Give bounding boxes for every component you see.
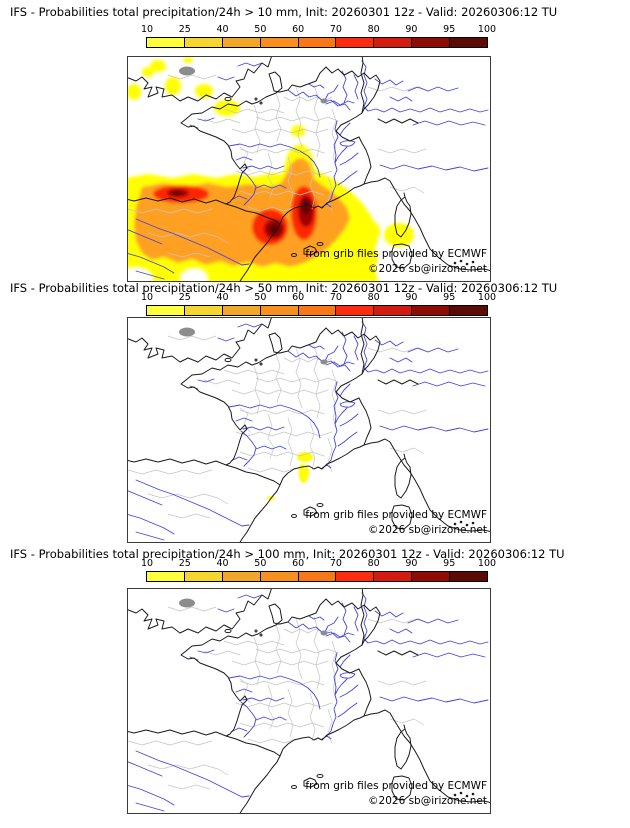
colorbar-segment [259,38,298,47]
colorbar-segment [335,572,374,581]
colorbar: 10 25 40 50 60 70 80 90 95 100 [141,24,496,48]
colorbar-segment [147,38,184,47]
colorbar-segment [221,38,260,47]
colorbar-segment [411,38,450,47]
colorbar-tick: 95 [443,24,456,35]
colorbar-tick: 10 [140,558,154,569]
colorbar-segment [183,306,222,315]
colorbar-scale [146,37,488,48]
colorbar-tick: 60 [292,292,305,303]
colorbar-tick: 25 [178,292,191,303]
colorbar-tick: 100 [477,292,497,303]
colorbar-segment [183,38,222,47]
colorbar-tick: 70 [329,292,342,303]
panel-title-100mm: IFS - Probabilities total precipitation/… [10,547,565,561]
colorbar-scale [146,305,488,316]
colorbar-segment [335,306,374,315]
colorbar-tick: 25 [178,558,191,569]
colorbar-tick: 60 [292,24,305,35]
attribution-source: from grib files provided by ECMWF [305,779,487,792]
attribution-source: from grib files provided by ECMWF [305,247,487,260]
colorbar-segment [183,572,222,581]
colorbar-tick: 80 [367,24,380,35]
colorbar-tick: 25 [178,24,191,35]
colorbar-tick: 70 [329,558,342,569]
colorbar-segment [259,572,298,581]
attribution-copyright: ©2026 sb@irizone.net [368,795,487,808]
colorbar-scale [146,571,488,582]
colorbar-segment [297,306,336,315]
colorbar-segment [297,38,336,47]
colorbar-segment [297,572,336,581]
map-france-10mm: from grib files provided by ECMWF ©2026 … [127,56,491,282]
colorbar-tick: 80 [367,292,380,303]
colorbar: 10 25 40 50 60 70 80 90 95 100 [141,558,496,582]
colorbar-tick: 100 [477,24,497,35]
colorbar-tick: 50 [254,24,267,35]
attribution-copyright: ©2026 sb@irizone.net [368,524,487,537]
colorbar-segment [449,572,488,581]
panel-title-10mm: IFS - Probabilities total precipitation/… [10,5,558,19]
colorbar-tick: 50 [254,558,267,569]
colorbar-segment [373,306,412,315]
colorbar-tick: 90 [405,558,418,569]
colorbar-tick-labels: 10 25 40 50 60 70 80 90 95 100 [141,558,496,570]
colorbar-segment [411,572,450,581]
colorbar-segment [147,306,184,315]
colorbar-tick: 40 [216,292,229,303]
attribution-source: from grib files provided by ECMWF [305,508,487,521]
colorbar-segment [221,306,260,315]
colorbar-tick: 80 [367,558,380,569]
colorbar-tick: 50 [254,292,267,303]
colorbar: 10 25 40 50 60 70 80 90 95 100 [141,292,496,316]
colorbar-tick: 60 [292,558,305,569]
colorbar-tick: 10 [140,24,154,35]
colorbar-tick-labels: 10 25 40 50 60 70 80 90 95 100 [141,292,496,304]
colorbar-segment [411,306,450,315]
map-france-50mm: from grib files provided by ECMWF ©2026 … [127,317,491,543]
colorbar-tick: 40 [216,24,229,35]
colorbar-tick: 90 [405,24,418,35]
colorbar-segment [221,572,260,581]
colorbar-tick: 70 [329,24,342,35]
colorbar-segment [449,38,488,47]
colorbar-segment [335,38,374,47]
colorbar-segment [373,38,412,47]
colorbar-tick: 10 [140,292,154,303]
map-france-100mm: from grib files provided by ECMWF ©2026 … [127,588,491,814]
colorbar-segment [449,306,488,315]
colorbar-segment [259,306,298,315]
colorbar-tick: 95 [443,292,456,303]
colorbar-tick: 90 [405,292,418,303]
attribution-copyright: ©2026 sb@irizone.net [368,263,487,276]
panel-title-50mm: IFS - Probabilities total precipitation/… [10,281,558,295]
colorbar-tick: 40 [216,558,229,569]
colorbar-tick: 95 [443,558,456,569]
colorbar-segment [373,572,412,581]
colorbar-tick: 100 [477,558,497,569]
colorbar-segment [147,572,184,581]
colorbar-tick-labels: 10 25 40 50 60 70 80 90 95 100 [141,24,496,36]
